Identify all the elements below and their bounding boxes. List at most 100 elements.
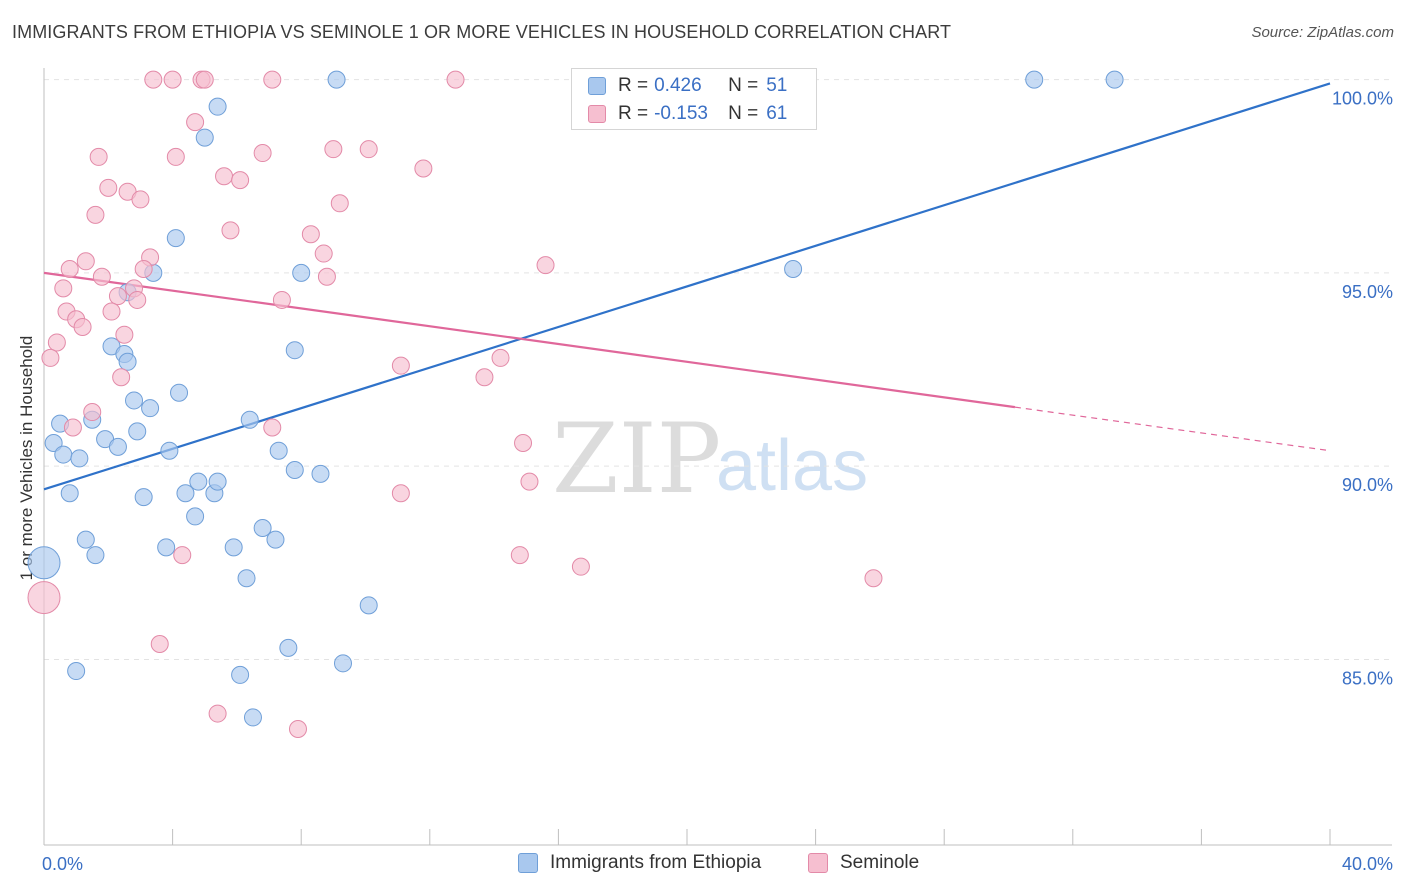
- data-point-ethiopia: [166, 229, 185, 248]
- data-point-ethiopia: [186, 507, 205, 526]
- legend-item-ethiopia[interactable]: Immigrants from Ethiopia: [518, 852, 761, 874]
- data-point-seminole: [391, 356, 410, 375]
- data-point-seminole: [414, 159, 433, 178]
- data-point-ethiopia: [54, 445, 73, 464]
- data-point-ethiopia: [285, 341, 304, 360]
- data-point-ethiopia: [141, 399, 160, 418]
- data-point-seminole: [324, 140, 343, 159]
- data-point-ethiopia: [134, 488, 153, 507]
- data-point-ethiopia: [311, 464, 330, 483]
- data-point-seminole: [272, 290, 291, 309]
- data-point-ethiopia: [208, 472, 227, 491]
- watermark-atlas: atlas: [716, 426, 868, 506]
- data-point-ethiopia: [266, 530, 285, 549]
- data-point-seminole: [41, 348, 60, 367]
- r-label: R =: [618, 103, 649, 124]
- r-label: R =: [618, 75, 649, 96]
- data-point-seminole: [128, 290, 147, 309]
- data-point-seminole: [83, 403, 102, 422]
- data-points: [27, 70, 1124, 739]
- data-point-seminole: [27, 581, 61, 615]
- data-point-ethiopia: [269, 441, 288, 460]
- legend-swatch-ethiopia: [518, 853, 538, 873]
- data-point-ethiopia: [157, 538, 176, 557]
- data-point-seminole: [47, 333, 66, 352]
- x-tick-label: 0.0%: [42, 854, 83, 874]
- data-point-ethiopia: [243, 708, 262, 727]
- data-point-seminole: [215, 167, 234, 186]
- data-point-seminole: [446, 70, 465, 89]
- data-point-seminole: [144, 70, 163, 89]
- data-point-ethiopia: [285, 461, 304, 480]
- data-point-seminole: [571, 557, 590, 576]
- data-point-ethiopia: [784, 260, 803, 279]
- stats-swatch-seminole: [588, 105, 606, 123]
- data-point-ethiopia: [237, 569, 256, 588]
- data-point-ethiopia: [189, 472, 208, 491]
- n-value: 61: [766, 103, 788, 124]
- data-point-ethiopia: [67, 662, 86, 681]
- tick-labels: 85.0% 90.0% 95.0% 100.0% 0.0% 40.0%: [42, 89, 1393, 874]
- data-point-seminole: [301, 225, 320, 244]
- stats-swatch-ethiopia: [588, 77, 606, 95]
- data-point-seminole: [92, 267, 111, 286]
- data-point-seminole: [514, 433, 533, 452]
- y-tick-label: 100.0%: [1332, 89, 1393, 109]
- stats-box: R = 0.426 N = 51 R = -0.153 N = 61: [571, 68, 817, 130]
- data-point-ethiopia: [253, 519, 272, 538]
- data-point-ethiopia: [70, 449, 89, 468]
- data-point-ethiopia: [208, 97, 227, 116]
- data-point-ethiopia: [60, 484, 79, 503]
- data-point-ethiopia: [231, 665, 250, 684]
- data-point-ethiopia: [224, 538, 243, 557]
- data-point-ethiopia: [292, 263, 311, 282]
- data-point-ethiopia: [170, 383, 189, 402]
- data-point-seminole: [475, 368, 494, 387]
- data-point-seminole: [63, 418, 82, 437]
- data-point-seminole: [131, 190, 150, 209]
- data-point-seminole: [263, 418, 282, 437]
- data-point-ethiopia: [118, 352, 137, 371]
- data-point-seminole: [60, 260, 79, 279]
- data-point-seminole: [150, 634, 169, 653]
- data-point-ethiopia: [240, 410, 259, 429]
- data-point-seminole: [253, 144, 272, 163]
- y-tick-label: 90.0%: [1342, 475, 1393, 495]
- data-point-seminole: [288, 720, 307, 739]
- data-point-seminole: [76, 252, 95, 271]
- data-point-seminole: [314, 244, 333, 263]
- data-point-seminole: [163, 70, 182, 89]
- chart-title: IMMIGRANTS FROM ETHIOPIA VS SEMINOLE 1 O…: [12, 22, 952, 42]
- data-point-ethiopia: [1025, 70, 1044, 89]
- data-point-seminole: [112, 368, 131, 387]
- data-point-ethiopia: [128, 422, 147, 441]
- data-point-seminole: [330, 194, 349, 213]
- data-point-ethiopia: [44, 433, 63, 452]
- data-point-ethiopia: [1105, 70, 1124, 89]
- data-point-seminole: [221, 221, 240, 240]
- data-point-seminole: [208, 704, 227, 723]
- data-point-ethiopia: [125, 391, 144, 410]
- data-point-seminole: [195, 70, 214, 89]
- data-point-seminole: [263, 70, 282, 89]
- data-point-ethiopia: [176, 484, 195, 503]
- data-point-seminole: [102, 302, 121, 321]
- data-point-seminole: [391, 484, 410, 503]
- data-point-seminole: [491, 348, 510, 367]
- watermark-zip: ZIP: [552, 403, 721, 515]
- source-label: Source: ZipAtlas.com: [1251, 24, 1394, 41]
- data-point-seminole: [231, 171, 250, 190]
- legend-label-ethiopia: Immigrants from Ethiopia: [550, 852, 762, 873]
- data-point-seminole: [134, 260, 153, 279]
- legend-item-seminole[interactable]: Seminole: [808, 852, 919, 874]
- data-point-seminole: [173, 546, 192, 565]
- legend-label-seminole: Seminole: [840, 852, 920, 873]
- data-point-seminole: [510, 546, 529, 565]
- stats-row-ethiopia: R = 0.426 N = 51: [588, 74, 787, 98]
- data-point-seminole: [359, 140, 378, 159]
- data-point-seminole: [186, 113, 205, 132]
- data-point-seminole: [166, 147, 185, 166]
- data-point-ethiopia: [195, 128, 214, 147]
- data-point-ethiopia: [333, 654, 352, 673]
